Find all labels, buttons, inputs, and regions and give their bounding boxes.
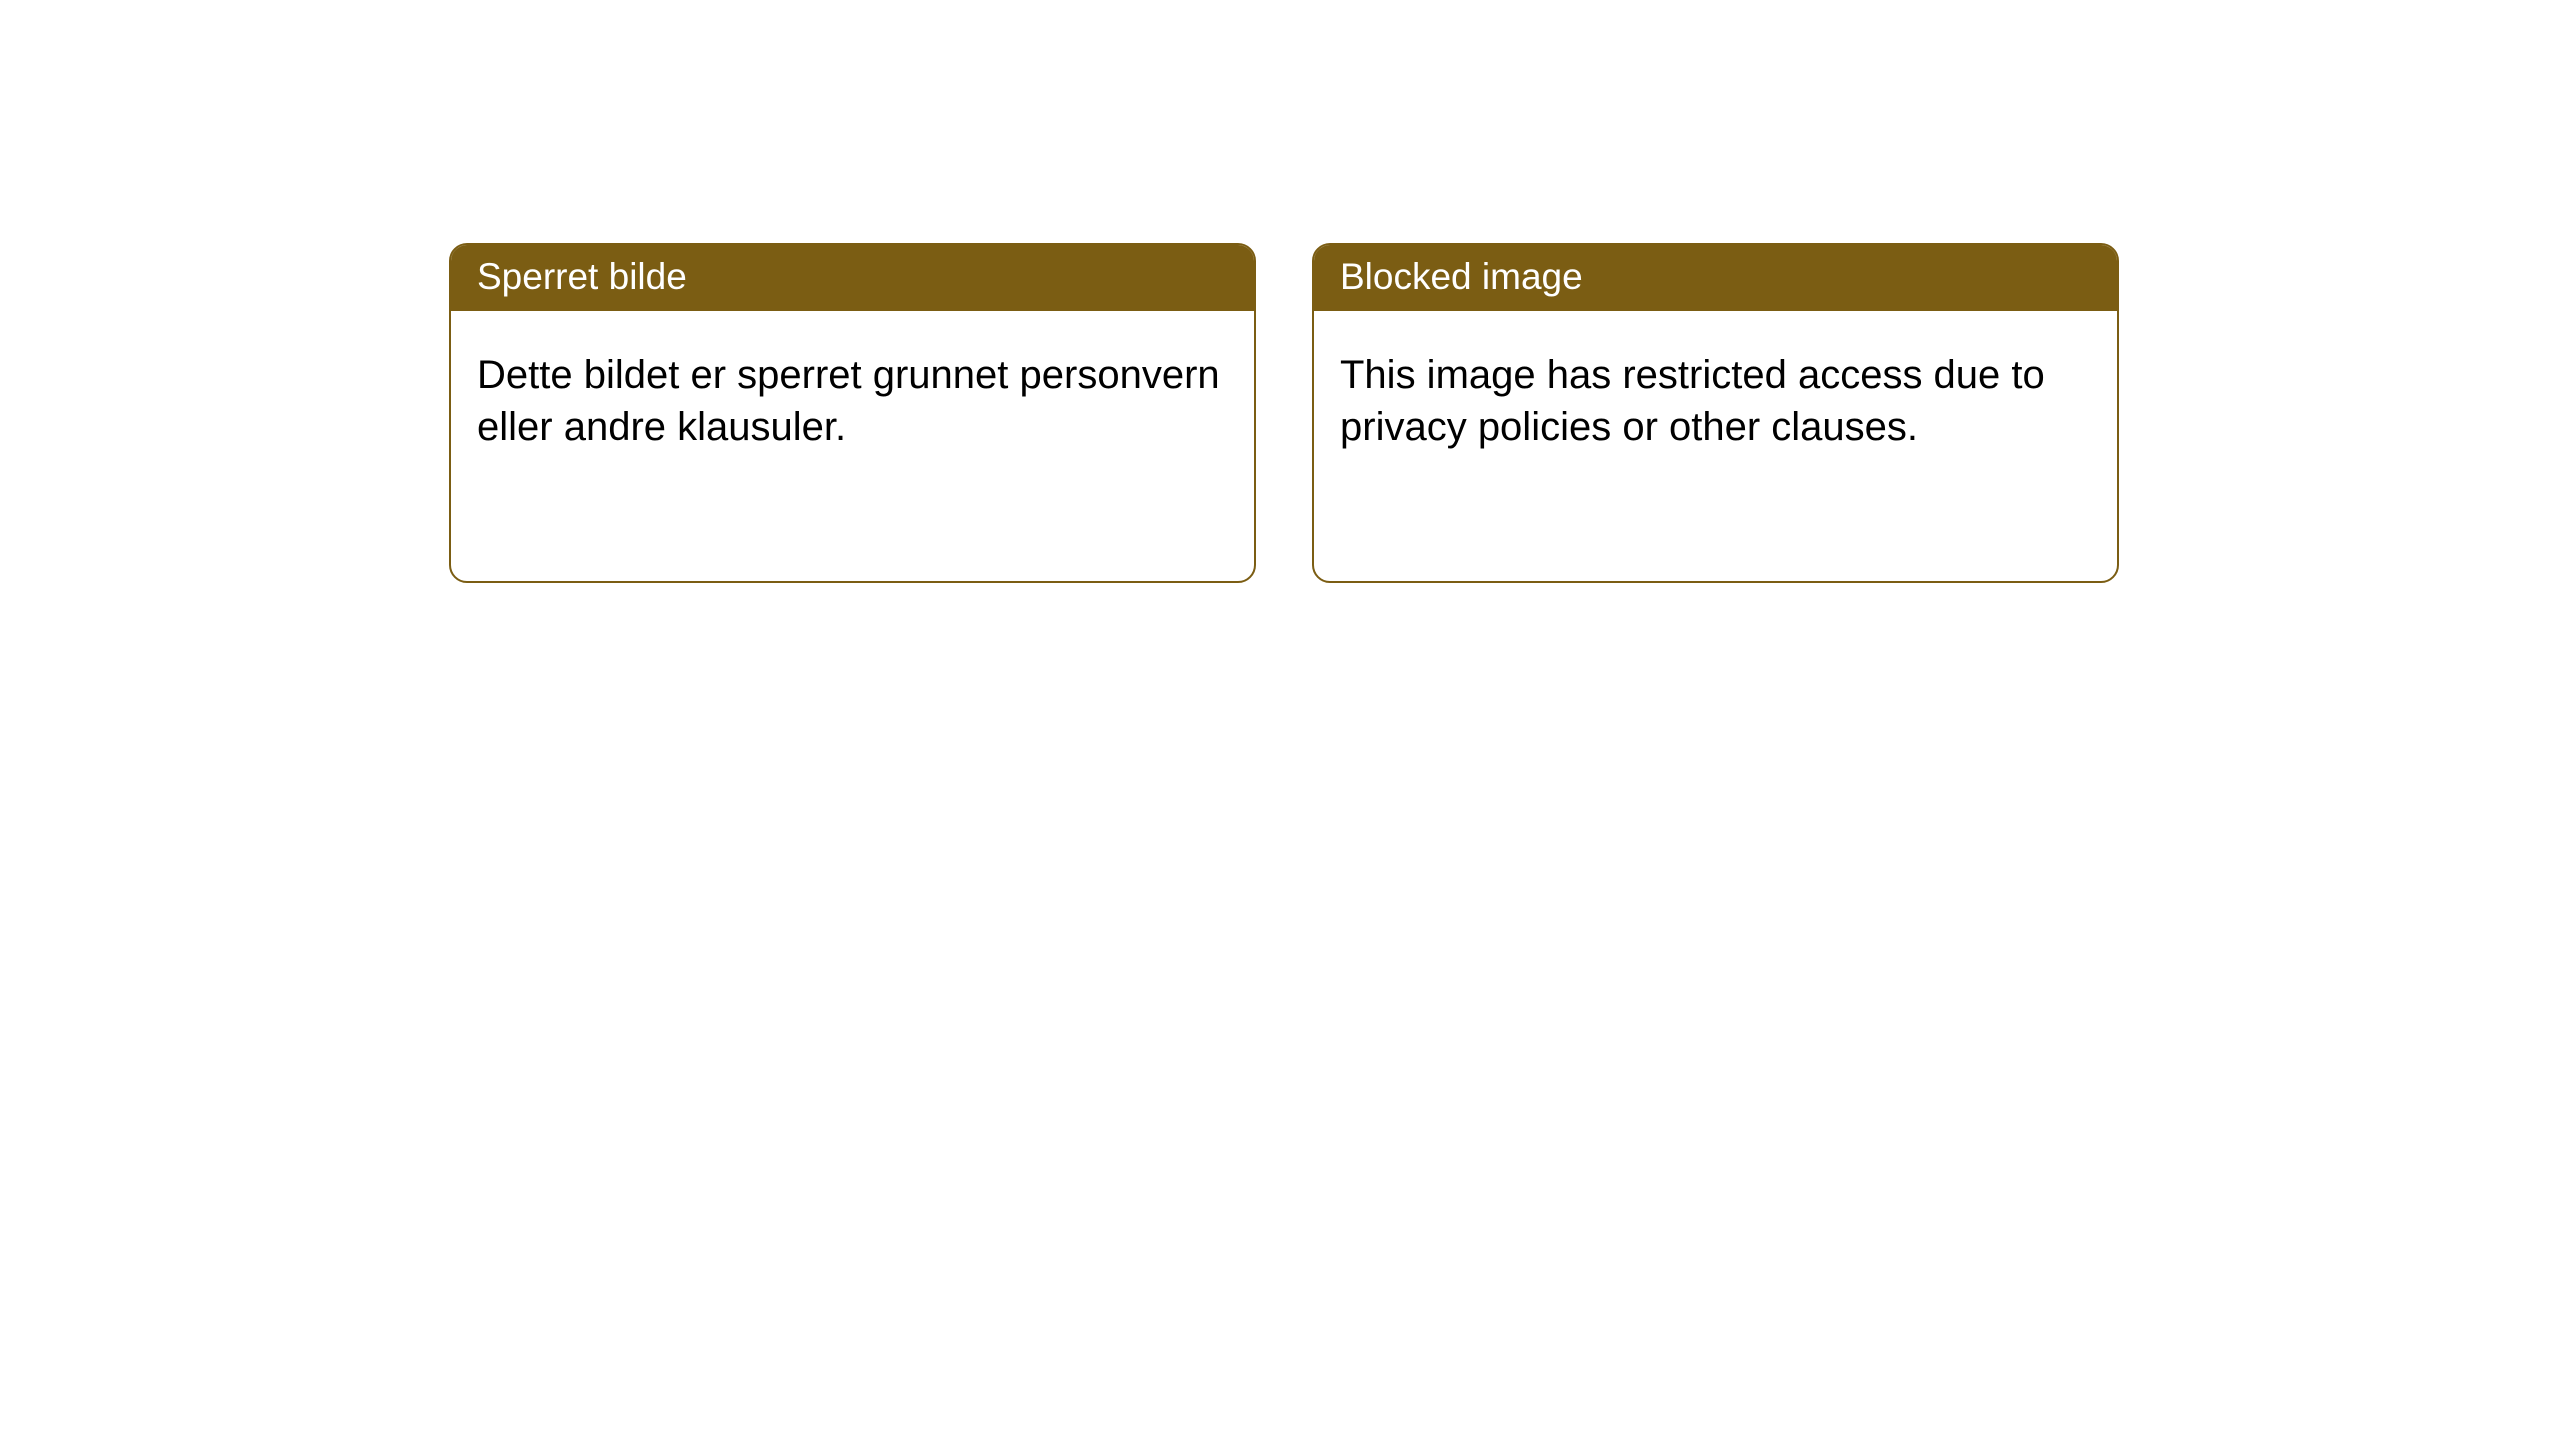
notice-body: This image has restricted access due to …	[1314, 311, 2117, 479]
notice-card-no: Sperret bilde Dette bildet er sperret gr…	[449, 243, 1256, 583]
notice-card-en: Blocked image This image has restricted …	[1312, 243, 2119, 583]
notice-container: Sperret bilde Dette bildet er sperret gr…	[449, 243, 2119, 583]
notice-header: Blocked image	[1314, 245, 2117, 311]
notice-header: Sperret bilde	[451, 245, 1254, 311]
notice-body: Dette bildet er sperret grunnet personve…	[451, 311, 1254, 479]
